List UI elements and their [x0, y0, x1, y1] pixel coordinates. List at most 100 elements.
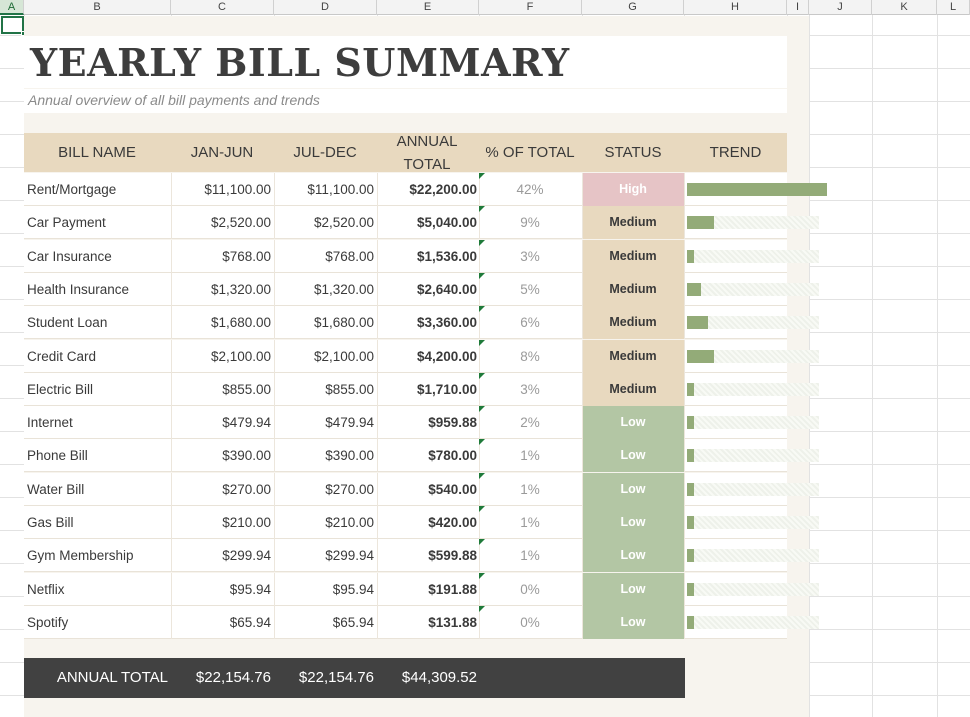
- pct-of-total[interactable]: 1%: [520, 448, 540, 464]
- status-badge[interactable]: Medium: [582, 306, 684, 340]
- pct-of-total[interactable]: 8%: [520, 348, 540, 364]
- pct-of-total[interactable]: 6%: [520, 315, 540, 331]
- column-header-f[interactable]: F: [479, 0, 582, 15]
- annual-total-amount[interactable]: $4,200.00: [416, 348, 477, 364]
- annual-total-amount[interactable]: $131.88: [428, 614, 477, 630]
- table-row[interactable]: Water Bill $270.00 $270.00 $540.00 1% Low: [24, 472, 819, 506]
- jul-dec-amount[interactable]: $65.94: [332, 614, 374, 630]
- table-row[interactable]: Student Loan $1,680.00 $1,680.00 $3,360.00 6…: [24, 306, 819, 340]
- table-row[interactable]: Car Payment $2,520.00 $2,520.00 $5,040.00 9%…: [24, 206, 819, 240]
- selected-cell[interactable]: [1, 16, 24, 34]
- pct-of-total[interactable]: 0%: [520, 581, 540, 597]
- jul-dec-amount[interactable]: $11,100.00: [307, 182, 374, 197]
- status-badge[interactable]: Low: [582, 439, 684, 473]
- pct-of-total[interactable]: 0%: [520, 614, 540, 630]
- report-subtitle[interactable]: Annual overview of all bill payments and…: [28, 92, 320, 108]
- bill-name[interactable]: Netflix: [27, 581, 65, 597]
- annual-total-amount[interactable]: $5,040.00: [416, 215, 477, 231]
- jul-dec-amount[interactable]: $390.00: [325, 448, 374, 464]
- pct-of-total[interactable]: 9%: [520, 215, 540, 231]
- status-badge[interactable]: Low: [582, 539, 684, 573]
- formula-warning-indicator[interactable]: [479, 472, 485, 479]
- header-trend[interactable]: TREND: [709, 144, 762, 161]
- column-header-g[interactable]: G: [582, 0, 684, 15]
- annual-total-amount[interactable]: $599.88: [428, 548, 477, 564]
- table-row[interactable]: Netflix $95.94 $95.94 $191.88 0% Low: [24, 572, 819, 606]
- status-badge[interactable]: Low: [582, 406, 684, 440]
- annual-total-amount[interactable]: $22,200.00: [409, 182, 477, 197]
- formula-warning-indicator[interactable]: [479, 372, 485, 379]
- jan-jun-amount[interactable]: $299.94: [222, 548, 271, 564]
- pct-of-total[interactable]: 3%: [520, 248, 540, 264]
- table-row[interactable]: Credit Card $2,100.00 $2,100.00 $4,200.00 8%…: [24, 339, 819, 373]
- formula-warning-indicator[interactable]: [479, 173, 485, 179]
- table-row[interactable]: Gym Membership $299.94 $299.94 $599.88 1% Low: [24, 539, 819, 573]
- column-header-j[interactable]: J: [809, 0, 872, 15]
- column-header-k[interactable]: K: [872, 0, 937, 15]
- status-badge[interactable]: Medium: [582, 239, 684, 273]
- bill-name[interactable]: Spotify: [27, 614, 69, 630]
- status-badge[interactable]: Medium: [582, 339, 684, 373]
- pct-of-total[interactable]: 1%: [520, 548, 540, 564]
- annual-total-amount[interactable]: $191.88: [428, 581, 477, 597]
- bill-name[interactable]: Gym Membership: [27, 548, 134, 564]
- header-status[interactable]: STATUS: [604, 144, 662, 161]
- footer-jan-jun-total[interactable]: $22,154.76: [195, 669, 271, 686]
- jan-jun-amount[interactable]: $65.94: [229, 614, 271, 630]
- jan-jun-amount[interactable]: $95.94: [229, 581, 271, 597]
- status-badge[interactable]: High: [582, 173, 684, 206]
- jul-dec-amount[interactable]: $299.94: [325, 548, 374, 564]
- status-badge[interactable]: Medium: [582, 206, 684, 240]
- jul-dec-amount[interactable]: $768.00: [325, 248, 374, 264]
- bill-name[interactable]: Phone Bill: [27, 448, 88, 464]
- bill-name[interactable]: Internet: [27, 415, 73, 431]
- pct-of-total[interactable]: 5%: [520, 281, 540, 297]
- pct-of-total[interactable]: 3%: [520, 381, 540, 397]
- table-row[interactable]: Spotify $65.94 $65.94 $131.88 0% Low: [24, 605, 819, 639]
- status-badge[interactable]: Medium: [582, 272, 684, 306]
- jan-jun-amount[interactable]: $2,100.00: [210, 348, 271, 364]
- footer-jul-dec-total[interactable]: $22,154.76: [298, 669, 374, 686]
- jul-dec-amount[interactable]: $2,520.00: [313, 215, 374, 231]
- column-header-l[interactable]: L: [937, 0, 970, 15]
- column-header-a[interactable]: A: [0, 0, 24, 15]
- jan-jun-amount[interactable]: $270.00: [222, 481, 271, 497]
- jan-jun-amount[interactable]: $390.00: [222, 448, 271, 464]
- bill-name[interactable]: Car Payment: [27, 215, 106, 231]
- column-header-b[interactable]: B: [24, 0, 171, 15]
- column-header-c[interactable]: C: [171, 0, 274, 15]
- jul-dec-amount[interactable]: $2,100.00: [313, 348, 374, 364]
- formula-warning-indicator[interactable]: [479, 572, 485, 579]
- annual-total-amount[interactable]: $780.00: [428, 448, 477, 464]
- annual-total-amount[interactable]: $1,710.00: [416, 381, 477, 397]
- jan-jun-amount[interactable]: $855.00: [222, 381, 271, 397]
- column-header-h[interactable]: H: [684, 0, 787, 15]
- annual-total-amount[interactable]: $1,536.00: [416, 248, 477, 264]
- jul-dec-amount[interactable]: $1,320.00: [313, 281, 374, 297]
- formula-warning-indicator[interactable]: [479, 605, 485, 612]
- jan-jun-amount[interactable]: $1,320.00: [210, 281, 271, 297]
- jan-jun-amount[interactable]: $11,100.00: [204, 182, 271, 197]
- formula-warning-indicator[interactable]: [479, 239, 485, 246]
- status-badge[interactable]: Low: [582, 506, 684, 539]
- jan-jun-amount[interactable]: $210.00: [222, 515, 271, 530]
- jan-jun-amount[interactable]: $768.00: [222, 248, 271, 264]
- annual-total-amount[interactable]: $959.88: [428, 415, 477, 431]
- table-row[interactable]: Phone Bill $390.00 $390.00 $780.00 1% Low: [24, 439, 819, 473]
- jan-jun-amount[interactable]: $1,680.00: [210, 315, 271, 331]
- jan-jun-amount[interactable]: $2,520.00: [210, 215, 271, 231]
- annual-total-amount[interactable]: $540.00: [428, 481, 477, 497]
- status-badge[interactable]: Low: [582, 472, 684, 506]
- header-bill-name[interactable]: BILL NAME: [58, 144, 136, 161]
- formula-warning-indicator[interactable]: [479, 406, 485, 413]
- bill-name[interactable]: Credit Card: [27, 348, 97, 364]
- footer-annual-total[interactable]: $44,309.52: [401, 669, 477, 686]
- header-pct-of-total[interactable]: % OF TOTAL: [485, 144, 575, 161]
- formula-warning-indicator[interactable]: [479, 306, 485, 313]
- pct-of-total[interactable]: 42%: [516, 182, 544, 197]
- jul-dec-amount[interactable]: $270.00: [325, 481, 374, 497]
- report-title[interactable]: YEARLY BILL SUMMARY: [30, 40, 570, 85]
- column-header-d[interactable]: D: [274, 0, 377, 15]
- annual-total-amount[interactable]: $2,640.00: [416, 281, 477, 297]
- table-row[interactable]: Internet $479.94 $479.94 $959.88 2% Low: [24, 406, 819, 440]
